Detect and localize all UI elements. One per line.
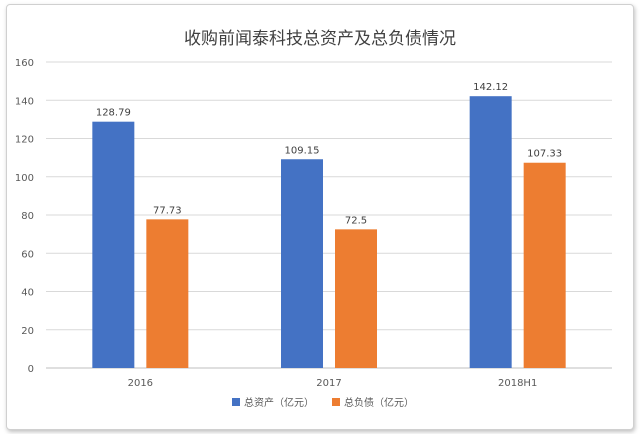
bar-2018H1-2: [523, 162, 566, 368]
legend: 总资产（亿元） 总负债（亿元）: [232, 396, 414, 409]
bar-2016-2: [146, 219, 189, 368]
bar-2017-1: [281, 159, 323, 368]
x-tick-label: 2017: [316, 378, 341, 389]
data-label: 109.15: [285, 145, 320, 156]
y-tick-label: 140: [15, 96, 34, 107]
y-tick-label: 20: [21, 326, 34, 337]
y-tick-label: 40: [21, 288, 34, 299]
data-label: 128.79: [96, 108, 131, 119]
data-label: 72.5: [345, 215, 367, 226]
legend-label: 总负债（亿元）: [344, 396, 414, 409]
chart-title: 收购前闻泰科技总资产及总负债情况: [184, 29, 456, 49]
y-tick-label: 0: [28, 364, 34, 375]
y-axis-ticks: 0 20 40 60 80 100 120 140 160: [15, 58, 34, 375]
data-labels: 128.79 77.73 109.15 72.5 142.12 107.33: [96, 82, 562, 226]
y-tick-label: 100: [15, 173, 34, 184]
y-tick-label: 60: [21, 249, 34, 260]
bars: [92, 96, 566, 369]
data-label: 77.73: [153, 205, 182, 216]
y-tick-label: 160: [15, 58, 34, 69]
bar-2016-1: [92, 121, 135, 369]
bar-2017-2: [335, 229, 377, 368]
bar-2018H1-1: [469, 96, 512, 369]
y-tick-label: 80: [21, 211, 34, 222]
y-tick-label: 120: [15, 135, 34, 146]
data-label: 107.33: [527, 149, 562, 160]
data-label: 142.12: [473, 82, 508, 93]
legend-label: 总资产（亿元）: [244, 396, 314, 409]
legend-swatch: [332, 398, 340, 406]
x-axis-ticks: 2016 2017 2018H1: [128, 378, 538, 389]
x-tick-label: 2018H1: [498, 378, 537, 389]
gridlines: [46, 61, 612, 369]
legend-swatch: [232, 398, 240, 406]
x-tick-label: 2016: [128, 378, 153, 389]
